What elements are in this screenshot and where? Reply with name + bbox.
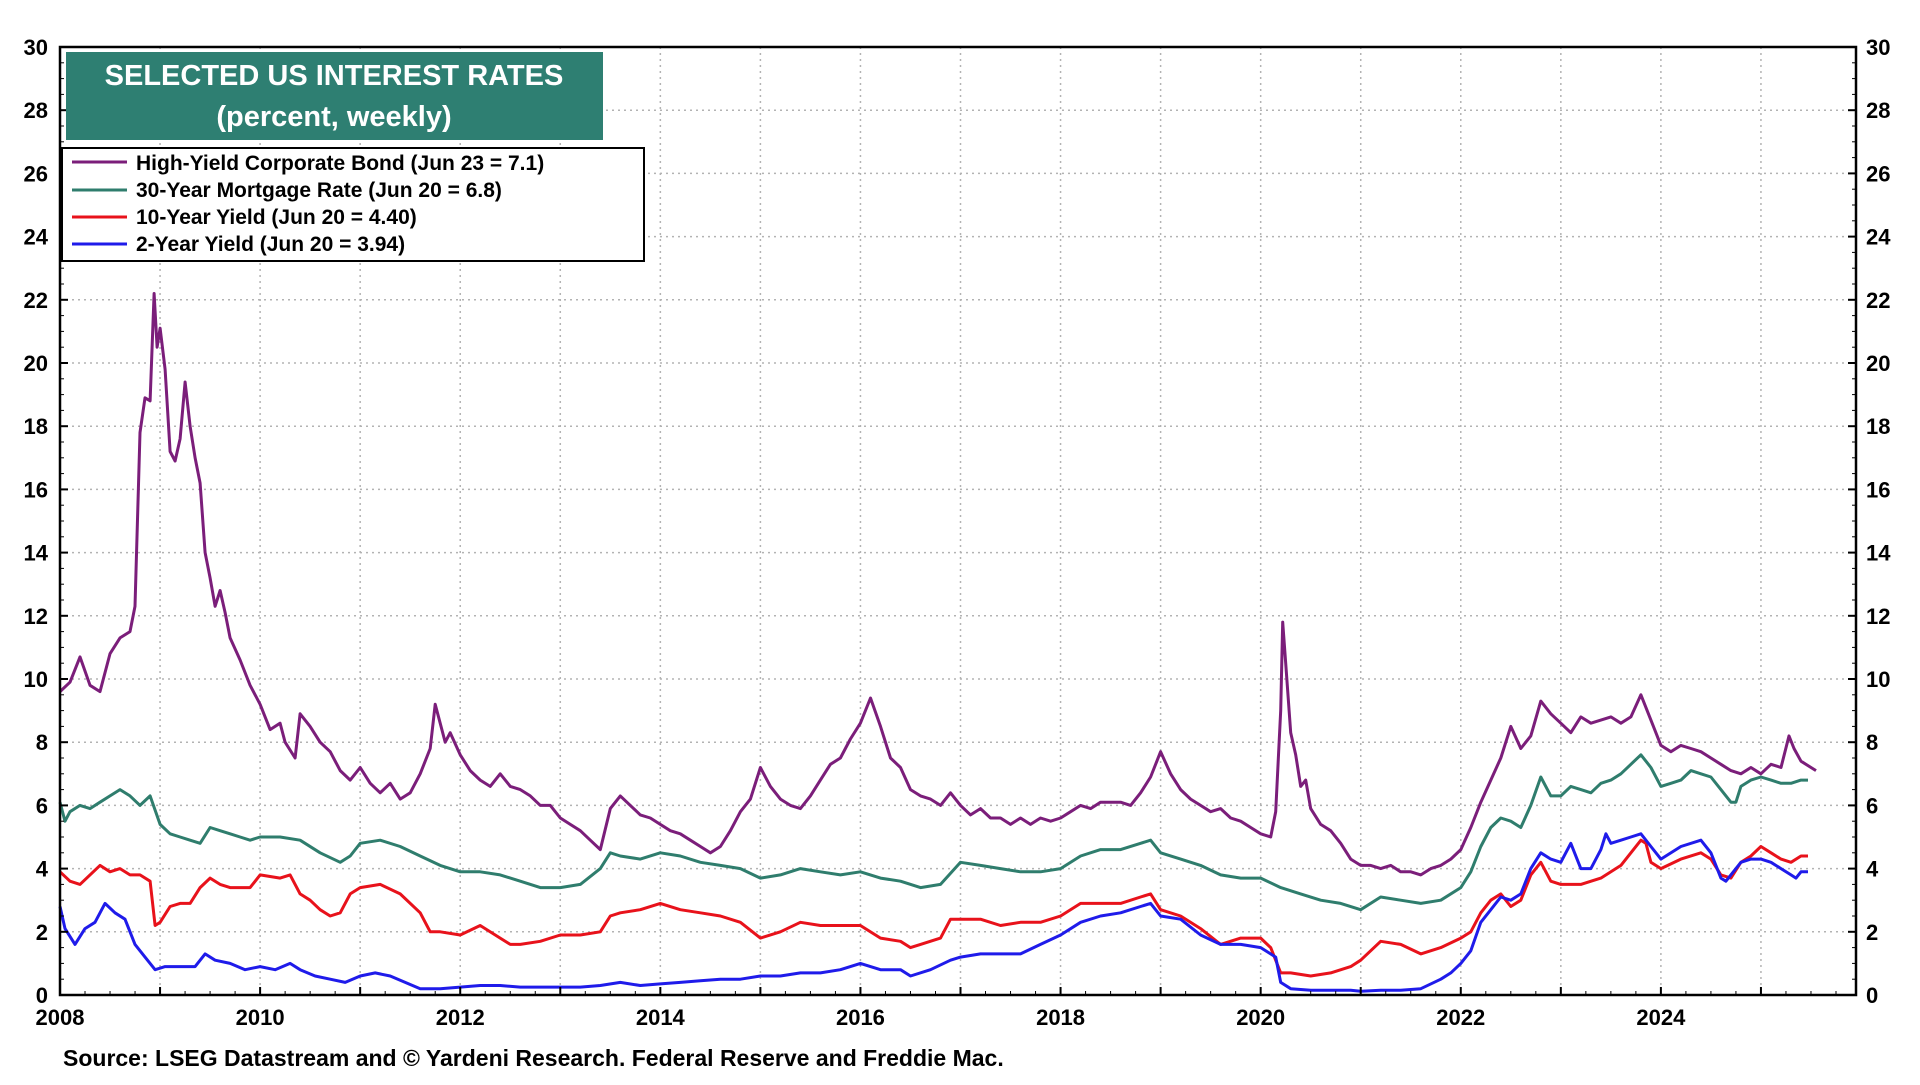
chart-subtitle: (percent, weekly) bbox=[216, 101, 451, 133]
x-tick-label: 2024 bbox=[1636, 1005, 1686, 1030]
y-tick-label-left: 18 bbox=[24, 414, 48, 439]
y-tick-label-left: 12 bbox=[24, 604, 48, 629]
y-tick-label-left: 6 bbox=[36, 793, 48, 818]
y-tick-label-left: 14 bbox=[24, 541, 49, 566]
y-tick-label-right: 12 bbox=[1866, 604, 1890, 629]
y-tick-label-right: 24 bbox=[1866, 225, 1891, 250]
y-tick-label-left: 30 bbox=[24, 35, 48, 60]
x-tick-label: 2010 bbox=[236, 1005, 285, 1030]
y-tick-label-right: 16 bbox=[1866, 477, 1890, 502]
y-tick-label-left: 0 bbox=[36, 983, 48, 1008]
y-tick-label-left: 2 bbox=[36, 920, 48, 945]
x-tick-label: 2008 bbox=[36, 1005, 85, 1030]
legend-label-10-year: 10-Year Yield (Jun 20 = 4.40) bbox=[136, 206, 417, 229]
axis-ticks bbox=[59, 46, 1856, 996]
series-layer bbox=[58, 292, 1817, 993]
y-tick-label-left: 28 bbox=[24, 98, 48, 123]
y-tick-label-left: 8 bbox=[36, 730, 48, 755]
y-tick-label-right: 0 bbox=[1866, 983, 1878, 1008]
title-background bbox=[66, 52, 603, 140]
y-tick-label-right: 20 bbox=[1866, 351, 1890, 376]
x-tick-label: 2018 bbox=[1036, 1005, 1085, 1030]
y-tick-label-right: 26 bbox=[1866, 161, 1890, 186]
y-tick-label-left: 10 bbox=[24, 667, 48, 692]
y-tick-label-right: 10 bbox=[1866, 667, 1890, 692]
legend-box bbox=[61, 147, 645, 262]
chart-title-box: SELECTED US INTEREST RATES (percent, wee… bbox=[66, 52, 603, 140]
y-tick-label-left: 16 bbox=[24, 477, 48, 502]
x-axis-labels: 2008 2010 2012 2014 2016 2018 2020 2022 2024 bbox=[36, 1005, 1687, 1030]
y-tick-label-left: 24 bbox=[24, 225, 49, 250]
x-tick-label: 2012 bbox=[436, 1005, 485, 1030]
legend: High-Yield Corporate Bond (Jun 23 = 7.1)… bbox=[61, 147, 645, 262]
mortgage-rate-line bbox=[58, 753, 1808, 912]
y-tick-label-right: 6 bbox=[1866, 793, 1878, 818]
x-tick-label: 2022 bbox=[1436, 1005, 1485, 1030]
y-tick-label-right: 28 bbox=[1866, 98, 1890, 123]
y-tick-label-right: 30 bbox=[1866, 35, 1890, 60]
y-tick-label-right: 18 bbox=[1866, 414, 1890, 439]
y-tick-label-left: 20 bbox=[24, 351, 48, 376]
high-yield-line bbox=[58, 292, 1817, 877]
x-tick-label: 2016 bbox=[836, 1005, 885, 1030]
source-note: Source: LSEG Datastream and © Yardeni Re… bbox=[63, 1045, 1004, 1071]
two-year-yield-line bbox=[58, 832, 1808, 993]
legend-label-mortgage: 30-Year Mortgage Rate (Jun 20 = 6.8) bbox=[136, 179, 502, 202]
grid-lines bbox=[60, 47, 1856, 995]
legend-label-high-yield: High-Yield Corporate Bond (Jun 23 = 7.1) bbox=[136, 152, 544, 175]
y-tick-label-right: 2 bbox=[1866, 920, 1878, 945]
y-tick-label-right: 8 bbox=[1866, 730, 1878, 755]
ten-year-yield-line bbox=[58, 838, 1808, 978]
y-tick-label-left: 22 bbox=[24, 288, 48, 313]
y-tick-label-right: 14 bbox=[1866, 541, 1891, 566]
y-tick-label-right: 22 bbox=[1866, 288, 1890, 313]
chart-title: SELECTED US INTEREST RATES bbox=[105, 60, 564, 92]
x-tick-label: 2020 bbox=[1236, 1005, 1285, 1030]
y-tick-label-right: 4 bbox=[1866, 857, 1879, 882]
legend-label-2-year: 2-Year Yield (Jun 20 = 3.94) bbox=[136, 233, 405, 256]
y-tick-label-left: 26 bbox=[24, 161, 48, 186]
y-tick-label-left: 4 bbox=[36, 857, 49, 882]
x-tick-label: 2014 bbox=[636, 1005, 686, 1030]
